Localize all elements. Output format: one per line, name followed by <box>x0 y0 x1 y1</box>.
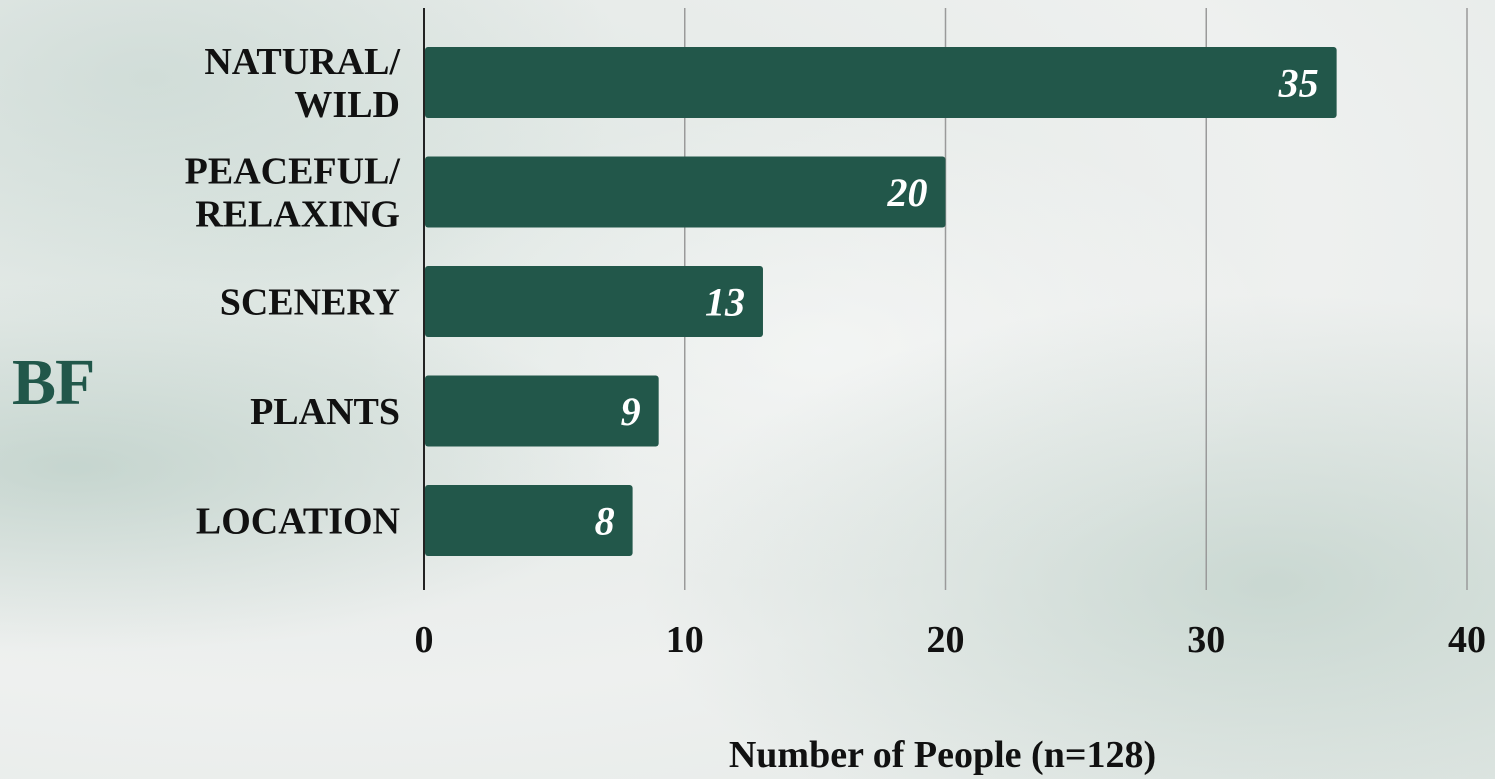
data-label: 13 <box>705 280 745 325</box>
category-label-line: SCENERY <box>220 282 400 324</box>
category-label-line: PLANTS <box>250 391 400 433</box>
category-label: LOCATION <box>196 501 400 543</box>
x-tick-label: 0 <box>415 619 434 661</box>
data-label: 8 <box>595 499 615 544</box>
x-tick-label: 20 <box>927 619 965 661</box>
data-label: 9 <box>621 389 641 434</box>
x-tick-label: 10 <box>666 619 704 661</box>
data-label: 35 <box>1278 61 1319 106</box>
x-tick-label: 30 <box>1187 619 1225 661</box>
bar <box>425 47 1337 118</box>
bar <box>425 266 763 337</box>
category-label-line: NATURAL/ <box>204 41 400 83</box>
category-label-line: RELAXING <box>195 194 400 236</box>
category-label-line: WILD <box>294 84 400 126</box>
bar <box>425 375 659 447</box>
side-label: BF <box>12 346 95 419</box>
category-label: PLANTS <box>250 391 400 433</box>
x-axis-label: Number of People (n=128) <box>728 734 1157 776</box>
bar <box>425 485 633 556</box>
bar <box>425 156 946 228</box>
category-label: NATURAL/WILD <box>204 41 400 126</box>
data-label: 20 <box>887 170 928 215</box>
category-label-line: PEACEFUL/ <box>185 151 401 193</box>
category-label: PEACEFUL/RELAXING <box>185 151 401 236</box>
x-tick-label: 40 <box>1448 619 1486 661</box>
category-label: SCENERY <box>220 282 400 324</box>
category-label-line: LOCATION <box>196 501 400 543</box>
